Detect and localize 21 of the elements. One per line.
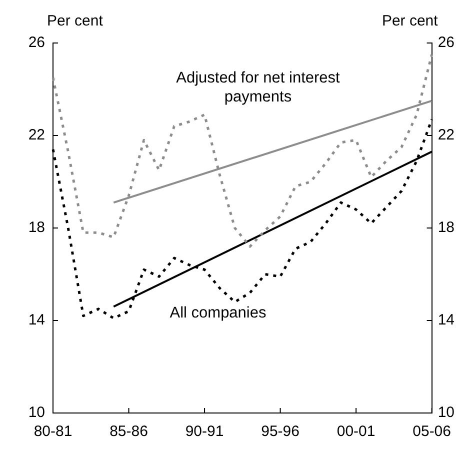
x-tick-label: 85-86 bbox=[110, 423, 148, 440]
y2-tick-label: 10 bbox=[438, 404, 455, 422]
annotation: All companies bbox=[170, 304, 266, 322]
x-tick-label: 00-01 bbox=[336, 423, 376, 440]
y-tick-label: 14 bbox=[28, 312, 45, 329]
y-axis-title: Per cent bbox=[47, 12, 104, 30]
y2-tick-label: 14 bbox=[438, 312, 455, 329]
y2-tick-label: 22 bbox=[438, 126, 455, 144]
x-tick-label: 95-96 bbox=[261, 423, 300, 440]
y-tick-label: 18 bbox=[28, 219, 45, 236]
y2-axis-title: Per cent bbox=[382, 12, 439, 30]
line-series bbox=[52, 53, 434, 248]
y2-tick-label: 26 bbox=[438, 34, 455, 52]
y-tick-label: 22 bbox=[28, 126, 45, 144]
x-tick-label: 05-06 bbox=[412, 423, 452, 440]
x-tick-label: 90-91 bbox=[185, 423, 224, 440]
y-tick-label: 10 bbox=[28, 404, 45, 422]
y-tick-label: 26 bbox=[28, 34, 45, 52]
annotation: Adjusted for net interest payments bbox=[176, 69, 341, 106]
y2-tick-label: 18 bbox=[438, 219, 455, 236]
x-tick-label: 80-81 bbox=[34, 423, 72, 440]
